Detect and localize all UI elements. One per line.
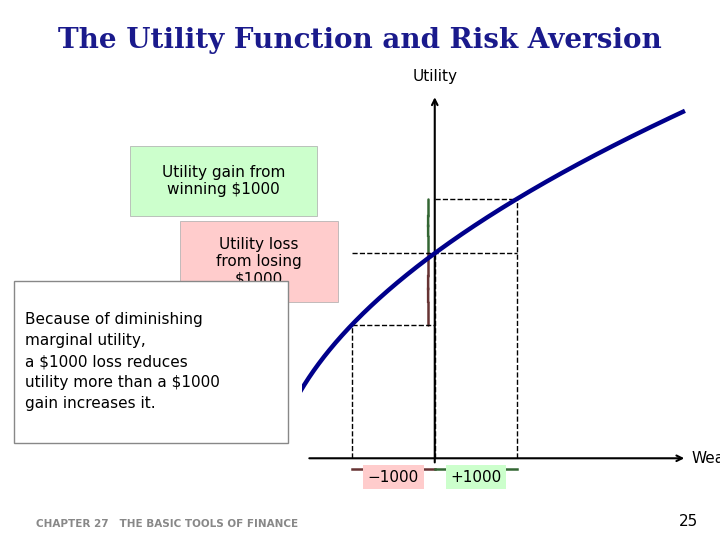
Text: Wealth: Wealth <box>691 451 720 466</box>
FancyBboxPatch shape <box>130 146 317 216</box>
Text: Because of diminishing
marginal utility,
a $1000 loss reduces
utility more than : Because of diminishing marginal utility,… <box>25 312 220 411</box>
Text: −1000: −1000 <box>368 470 419 485</box>
FancyBboxPatch shape <box>180 221 338 302</box>
Text: Utility gain from
winning $1000: Utility gain from winning $1000 <box>161 165 285 197</box>
Text: Utility: Utility <box>413 69 457 84</box>
Text: Utility loss
from losing
$1000: Utility loss from losing $1000 <box>216 237 302 287</box>
Text: CHAPTER 27   THE BASIC TOOLS OF FINANCE: CHAPTER 27 THE BASIC TOOLS OF FINANCE <box>36 519 298 529</box>
Text: 25: 25 <box>679 514 698 529</box>
Text: The Utility Function and Risk Aversion: The Utility Function and Risk Aversion <box>58 27 662 54</box>
Text: +1000: +1000 <box>451 470 502 485</box>
FancyBboxPatch shape <box>14 281 288 443</box>
